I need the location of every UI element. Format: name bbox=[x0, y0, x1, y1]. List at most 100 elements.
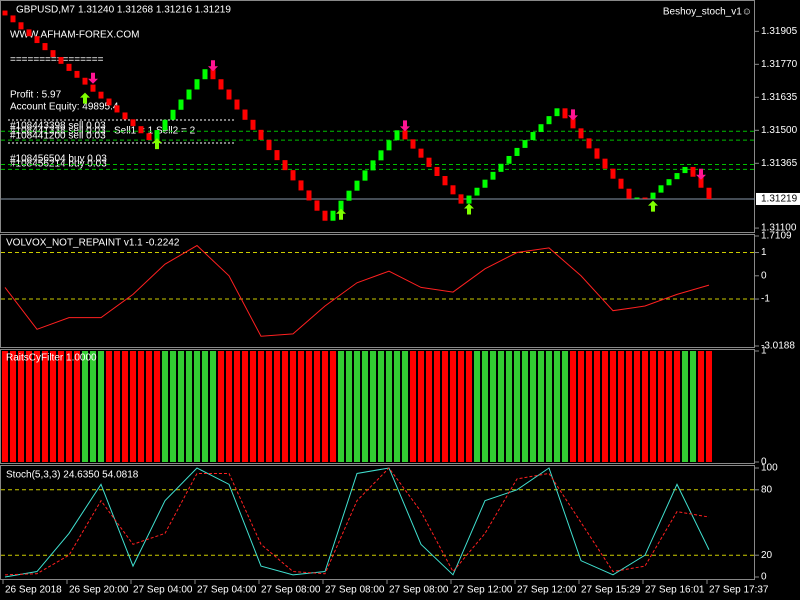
buy-arrow bbox=[336, 208, 346, 220]
filter-bar bbox=[610, 351, 616, 462]
candle bbox=[602, 158, 608, 169]
filter-bar bbox=[242, 351, 248, 462]
y-tick-label: 100 bbox=[761, 463, 778, 474]
candle bbox=[498, 163, 504, 172]
filter-bar bbox=[570, 351, 576, 462]
filter-bar bbox=[338, 351, 344, 462]
sell-arrow bbox=[696, 168, 706, 180]
buy-arrow bbox=[152, 138, 162, 150]
time-label: 27 Sep 08:00 bbox=[261, 585, 321, 596]
candle bbox=[290, 170, 296, 181]
filter-bar bbox=[266, 351, 272, 462]
candle bbox=[530, 132, 536, 141]
filter-bar bbox=[402, 351, 408, 462]
buy-arrow bbox=[648, 200, 658, 212]
filter-bar bbox=[354, 351, 360, 462]
filter-bar bbox=[2, 351, 8, 462]
candle bbox=[178, 99, 184, 110]
filter-bar bbox=[546, 351, 552, 462]
filter-bar bbox=[658, 351, 664, 462]
candle bbox=[194, 79, 200, 90]
time-label: 27 Sep 04:00 bbox=[197, 585, 257, 596]
filter-bar bbox=[618, 351, 624, 462]
candle bbox=[58, 56, 64, 64]
filter-bar bbox=[90, 351, 96, 462]
filter-bar bbox=[450, 351, 456, 462]
candle bbox=[138, 126, 144, 134]
separator: ================ bbox=[10, 55, 104, 66]
filter-bar bbox=[58, 351, 64, 462]
filter-bar bbox=[418, 351, 424, 462]
y-tick-label: 1.31905 bbox=[761, 26, 798, 37]
filter-bar bbox=[690, 351, 696, 462]
candle bbox=[474, 187, 480, 196]
y-tick-label: 1 bbox=[761, 346, 767, 357]
filter-bar bbox=[514, 351, 520, 462]
candle bbox=[642, 197, 648, 199]
candle bbox=[202, 69, 208, 80]
candle bbox=[626, 188, 632, 199]
candle bbox=[210, 69, 216, 80]
candle bbox=[434, 166, 440, 177]
sell-arrow bbox=[208, 60, 218, 72]
panel-title: VOLVOX_NOT_REPAINT v1.1 -0.2242 bbox=[6, 238, 180, 249]
filter-bar bbox=[170, 351, 176, 462]
candle bbox=[578, 128, 584, 139]
time-label: 27 Sep 04:00 bbox=[133, 585, 193, 596]
filter-bar bbox=[674, 351, 680, 462]
filter-bar bbox=[586, 351, 592, 462]
candle bbox=[418, 148, 424, 158]
filter-bar bbox=[194, 351, 200, 462]
buy-arrow bbox=[80, 92, 90, 104]
y-tick-label: 80 bbox=[761, 484, 773, 495]
stoch-frame bbox=[0, 465, 755, 580]
filter-bar bbox=[666, 351, 672, 462]
filter-bar bbox=[578, 351, 584, 462]
candle bbox=[674, 173, 680, 180]
y-tick-label: 1.31100 bbox=[761, 223, 797, 234]
candle bbox=[338, 200, 344, 211]
candle bbox=[378, 150, 384, 161]
candle bbox=[698, 176, 704, 188]
candle bbox=[482, 179, 488, 188]
equity: Account Equity: 49895.4 bbox=[10, 102, 119, 113]
candle bbox=[506, 155, 512, 164]
y-tick-label: 0 bbox=[761, 457, 767, 468]
candle bbox=[634, 197, 640, 199]
filter-bar bbox=[370, 351, 376, 462]
filter-bar bbox=[10, 351, 16, 462]
filter-bar bbox=[594, 351, 600, 462]
filter-bar bbox=[146, 351, 152, 462]
candle bbox=[146, 133, 152, 141]
candle bbox=[706, 187, 712, 199]
filter-bar bbox=[122, 351, 128, 462]
filter-bar bbox=[314, 351, 320, 462]
filter-bar bbox=[538, 351, 544, 462]
time-label: 27 Sep 15:29 bbox=[581, 585, 641, 596]
filter-bar bbox=[466, 351, 472, 462]
y-tick-label: 1.31635 bbox=[761, 92, 798, 103]
filter-bar bbox=[410, 351, 416, 462]
filter-bar bbox=[626, 351, 632, 462]
time-label: 26 Sep 2018 bbox=[5, 585, 62, 596]
candle bbox=[554, 108, 560, 117]
filter-bar bbox=[130, 351, 136, 462]
y-tick-label: 0 bbox=[761, 270, 767, 281]
candle bbox=[666, 179, 672, 186]
y-tick-label: 1.7109 bbox=[761, 231, 792, 242]
candle bbox=[458, 194, 464, 204]
candle bbox=[322, 210, 328, 221]
candle bbox=[282, 160, 288, 171]
filter-bar bbox=[274, 351, 280, 462]
filter-bar bbox=[634, 351, 640, 462]
candle bbox=[586, 138, 592, 149]
candle bbox=[114, 105, 120, 113]
time-label: 27 Sep 17:37 bbox=[709, 585, 769, 596]
candle bbox=[450, 185, 456, 195]
raits-frame bbox=[0, 349, 755, 464]
filter-bar bbox=[394, 351, 400, 462]
filter-bar bbox=[290, 351, 296, 462]
order: #108456504 buy 0.03 bbox=[10, 154, 107, 165]
time-label: 27 Sep 08:00 bbox=[389, 585, 449, 596]
